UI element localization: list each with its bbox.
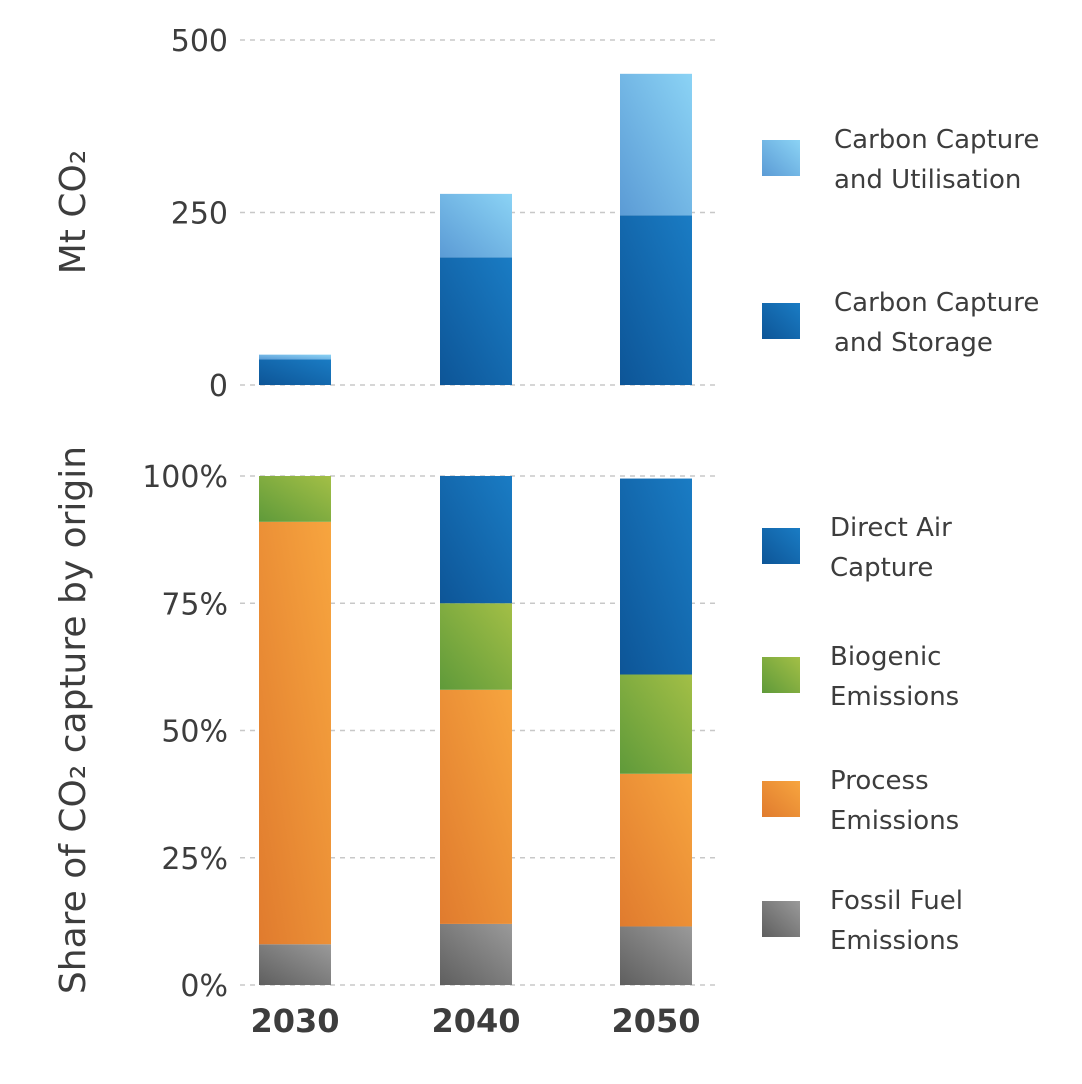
y-tick-label: 500 [171, 24, 228, 59]
legend-label: Emissions [830, 806, 959, 836]
bar-biogenic-2050 [620, 674, 692, 774]
legend-label: Carbon Capture [834, 288, 1039, 318]
legend-item-ccs: Carbon Capture and Storage [762, 288, 1039, 358]
bar-fossil-2040 [440, 923, 512, 985]
legend-item-ccu: Carbon Capture and Utilisation [762, 125, 1039, 195]
y-tick-label: 25% [161, 842, 228, 877]
y-tick-label: 250 [171, 197, 228, 232]
x-tick-label-2030: 2030 [250, 1002, 339, 1040]
bar-ccu-2050 [620, 73, 692, 216]
legend-swatch [762, 140, 800, 176]
legend-item-process: Process Emissions [762, 766, 959, 836]
bar-biogenic-2040 [440, 603, 512, 690]
legend-swatch [762, 303, 800, 339]
bar-biogenic-2030 [259, 476, 331, 522]
bar-process-2030 [259, 521, 331, 945]
y-axis-label: Share of CO₂ capture by origin [53, 446, 94, 994]
legend-label: Fossil Fuel [830, 886, 963, 916]
legend-swatch [762, 901, 800, 937]
bar-ccu-2040 [440, 193, 512, 258]
legend-label: Capture [830, 553, 933, 583]
bar-ccs-2040 [440, 257, 512, 385]
y-tick-label: 0 [209, 369, 228, 404]
y-axis-label: Mt CO₂ [53, 150, 94, 275]
legend-label: Carbon Capture [834, 125, 1039, 155]
y-tick-label: 50% [161, 715, 228, 750]
bar-dac-2050 [620, 478, 692, 675]
legend-label: Emissions [830, 926, 959, 956]
legend-label: Biogenic [830, 642, 941, 672]
legend-swatch [762, 528, 800, 564]
bar-dac-2040 [440, 476, 512, 604]
y-tick-label: 100% [142, 460, 228, 495]
bar-process-2040 [440, 689, 512, 924]
y-tick-label: 0% [180, 969, 228, 1004]
bar-ccs-2030 [259, 359, 331, 385]
bar-ccs-2050 [620, 215, 692, 385]
x-tick-label-2050: 2050 [611, 1002, 700, 1040]
y-tick-label: 75% [161, 587, 228, 622]
legend-item-biogenic: Biogenic Emissions [762, 642, 959, 712]
bar-fossil-2030 [259, 944, 331, 985]
bottom-panel-capture-origin: 0% 25% 50% 75% 100% Share of CO₂ capture by o… [53, 446, 963, 1004]
legend-label: Emissions [830, 682, 959, 712]
x-tick-label-2040: 2040 [431, 1002, 520, 1040]
legend-label: and Storage [834, 328, 993, 358]
legend-label: and Utilisation [834, 165, 1021, 195]
bar-ccu-2030 [259, 354, 331, 360]
bar-process-2050 [620, 773, 692, 927]
legend-label: Direct Air [830, 513, 952, 543]
bar-fossil-2050 [620, 926, 692, 985]
legend-swatch [762, 657, 800, 693]
category-axis: 2030 2040 2050 [250, 1002, 700, 1040]
legend-item-dac: Direct Air Capture [762, 513, 952, 583]
legend-swatch [762, 781, 800, 817]
legend-label: Process [830, 766, 929, 796]
legend-item-fossil: Fossil Fuel Emissions [762, 886, 963, 956]
